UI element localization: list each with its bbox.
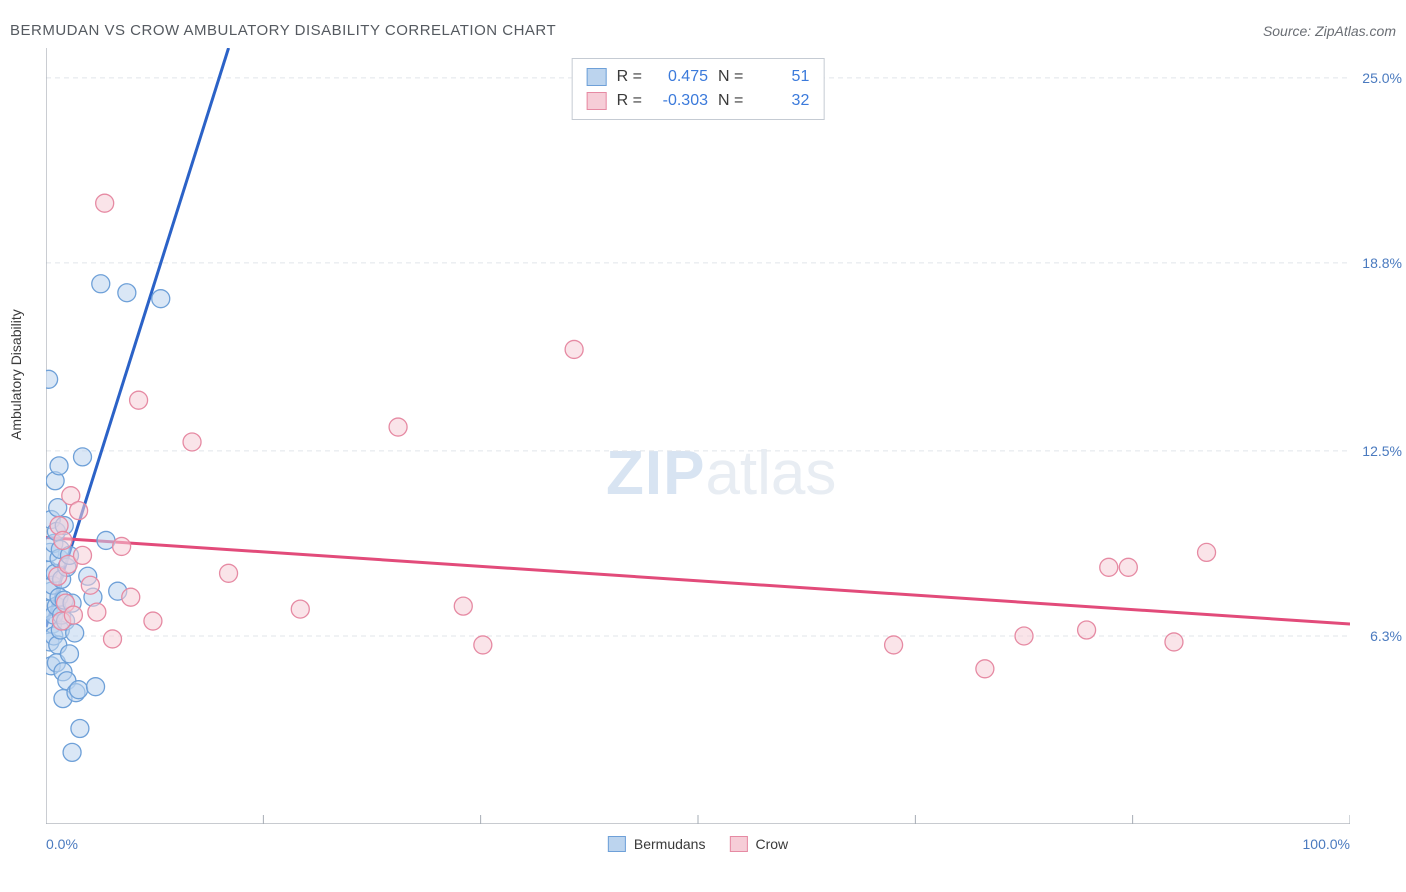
n-value: 51 <box>753 65 809 89</box>
r-label: R = <box>617 89 642 113</box>
scatter-plot <box>46 48 1350 824</box>
legend-swatch-icon <box>587 92 607 110</box>
correlation-row: R = -0.303 N = 32 <box>587 89 810 113</box>
legend-label: Bermudans <box>634 836 706 852</box>
y-tick-label: 18.8% <box>1362 255 1402 271</box>
chart-area: ZIPatlas R = 0.475 N = 51 R = -0.303 N =… <box>46 48 1350 824</box>
y-tick-label: 25.0% <box>1362 70 1402 86</box>
legend-item: Crow <box>729 836 788 852</box>
n-label: N = <box>718 89 743 113</box>
r-label: R = <box>617 65 642 89</box>
correlation-row: R = 0.475 N = 51 <box>587 65 810 89</box>
bottom-legend: Bermudans Crow <box>608 836 788 852</box>
chart-header: BERMUDAN VS CROW AMBULATORY DISABILITY C… <box>10 22 1396 39</box>
correlation-box: R = 0.475 N = 51 R = -0.303 N = 32 <box>572 58 825 120</box>
y-tick-label: 6.3% <box>1370 628 1402 644</box>
x-tick-max: 100.0% <box>1303 836 1350 852</box>
legend-item: Bermudans <box>608 836 706 852</box>
legend-label: Crow <box>755 836 788 852</box>
n-value: 32 <box>753 89 809 113</box>
n-label: N = <box>718 65 743 89</box>
y-axis-label: Ambulatory Disability <box>8 309 24 440</box>
x-tick-min: 0.0% <box>46 836 78 852</box>
legend-swatch-icon <box>587 68 607 86</box>
legend-swatch-icon <box>729 836 747 852</box>
r-value: 0.475 <box>652 65 708 89</box>
chart-source: Source: ZipAtlas.com <box>1263 23 1396 39</box>
chart-title: BERMUDAN VS CROW AMBULATORY DISABILITY C… <box>10 22 556 39</box>
legend-swatch-icon <box>608 836 626 852</box>
y-tick-label: 12.5% <box>1362 443 1402 459</box>
r-value: -0.303 <box>652 89 708 113</box>
